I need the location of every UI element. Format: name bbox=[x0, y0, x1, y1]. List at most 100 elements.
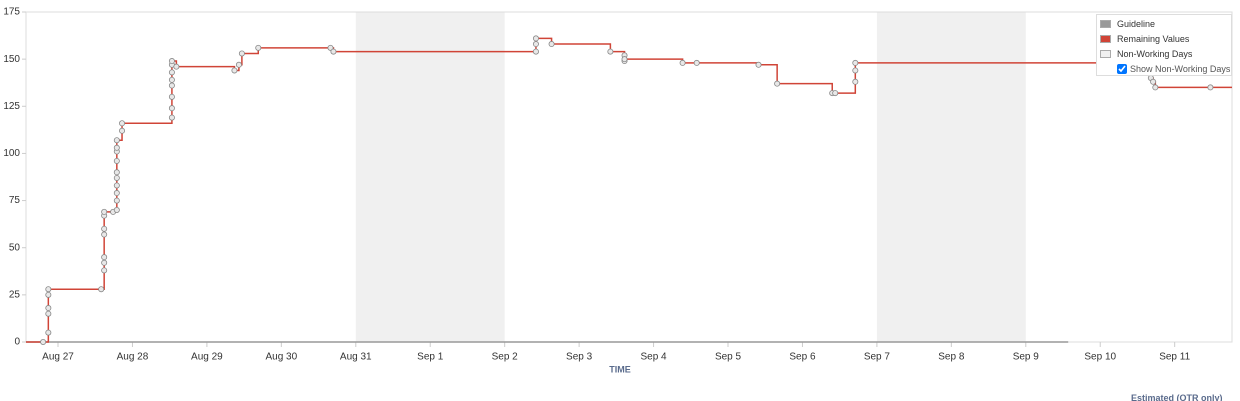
data-point bbox=[101, 208, 108, 215]
footnote: Estimated (OTR only) bbox=[1131, 393, 1223, 401]
y-tick-label: 75 bbox=[9, 195, 21, 206]
step-segment bbox=[758, 64, 778, 84]
toggle-label: Show Non-Working Days bbox=[1130, 64, 1231, 74]
data-point bbox=[330, 48, 337, 55]
x-tick-label: Sep 10 bbox=[1084, 352, 1116, 363]
legend-item: Guideline bbox=[1100, 18, 1155, 30]
data-point bbox=[45, 305, 52, 312]
data-point bbox=[621, 56, 628, 63]
data-point bbox=[852, 59, 859, 66]
data-point bbox=[548, 41, 555, 48]
data-point bbox=[113, 157, 120, 164]
plot-frame bbox=[25, 11, 1233, 343]
x-tick-label: Aug 30 bbox=[265, 352, 297, 363]
data-point bbox=[852, 67, 859, 74]
data-point bbox=[168, 93, 175, 100]
data-point bbox=[119, 120, 126, 127]
data-point bbox=[693, 59, 700, 66]
data-point bbox=[755, 61, 762, 68]
step-segment bbox=[551, 43, 612, 52]
y-tick-label: 125 bbox=[3, 101, 20, 112]
toggle[interactable]: Show Non-Working Days bbox=[1117, 64, 1230, 74]
data-point bbox=[852, 78, 859, 85]
data-point bbox=[101, 231, 108, 238]
checkbox[interactable] bbox=[1117, 64, 1127, 74]
data-point bbox=[679, 59, 686, 66]
data-point bbox=[532, 35, 539, 42]
data-point bbox=[40, 338, 47, 345]
data-point bbox=[1152, 84, 1159, 91]
data-point bbox=[113, 144, 120, 151]
step-segment bbox=[176, 65, 236, 71]
x-tick-label: Sep 7 bbox=[864, 352, 891, 363]
x-tick-label: Sep 5 bbox=[715, 352, 742, 363]
data-point bbox=[113, 174, 120, 181]
data-point bbox=[98, 286, 105, 293]
y-tick-label: 175 bbox=[3, 7, 20, 18]
x-tick-label: Aug 29 bbox=[191, 352, 223, 363]
data-point bbox=[101, 225, 108, 232]
data-point bbox=[532, 41, 539, 48]
y-tick-label: 150 bbox=[3, 54, 20, 65]
y-tick-label: 25 bbox=[9, 289, 21, 300]
data-point bbox=[45, 286, 52, 293]
x-tick-label: Sep 9 bbox=[1013, 352, 1040, 363]
data-point bbox=[113, 137, 120, 144]
legend: Guideline Remaining Values Non-Working D… bbox=[1096, 14, 1232, 76]
x-tick-label: Sep 6 bbox=[789, 352, 816, 363]
data-point bbox=[113, 190, 120, 197]
y-tick-label: 0 bbox=[14, 337, 20, 348]
data-point bbox=[113, 169, 120, 176]
data-point bbox=[101, 267, 108, 274]
non-working-days bbox=[355, 12, 1026, 342]
x-tick-label: Sep 11 bbox=[1159, 352, 1190, 363]
y-tick-label: 100 bbox=[3, 148, 20, 159]
data-point bbox=[101, 254, 108, 261]
legend-label: Remaining Values bbox=[1117, 34, 1190, 44]
data-point bbox=[168, 82, 175, 89]
data-point bbox=[168, 76, 175, 83]
data-point bbox=[168, 69, 175, 76]
data-point bbox=[238, 50, 245, 57]
step-segment bbox=[835, 81, 857, 94]
data-point bbox=[113, 182, 120, 189]
x-tick-label: Aug 27 bbox=[42, 352, 74, 363]
non-working-band bbox=[876, 12, 1026, 342]
x-tick-label: Sep 1 bbox=[417, 352, 444, 363]
step-segment bbox=[777, 82, 833, 94]
data-point bbox=[168, 58, 175, 65]
data-point bbox=[119, 127, 126, 134]
data-point bbox=[235, 61, 242, 68]
legend-label: Guideline bbox=[1117, 19, 1156, 29]
legend-label: Non-Working Days bbox=[1117, 49, 1193, 59]
data-point bbox=[168, 105, 175, 112]
data-point bbox=[173, 63, 180, 70]
legend-item: Remaining Values bbox=[1100, 33, 1189, 45]
data-point bbox=[231, 67, 238, 74]
data-point bbox=[532, 48, 539, 55]
y-tick-label: 50 bbox=[9, 242, 21, 253]
x-tick-label: Sep 3 bbox=[566, 352, 593, 363]
data-point bbox=[255, 44, 262, 51]
data-point bbox=[113, 206, 120, 213]
step-segment bbox=[122, 117, 173, 125]
non-working-band bbox=[355, 12, 505, 342]
data-point bbox=[1207, 84, 1214, 91]
data-point bbox=[168, 114, 175, 121]
data-point bbox=[45, 329, 52, 336]
x-tick-label: Aug 28 bbox=[117, 352, 149, 363]
data-point bbox=[45, 310, 52, 317]
x-tick-label: Sep 2 bbox=[492, 352, 519, 363]
x-tick-label: Sep 8 bbox=[938, 352, 965, 363]
data-point bbox=[774, 80, 781, 87]
x-tick-label: Sep 4 bbox=[640, 352, 667, 363]
legend-swatch bbox=[1100, 20, 1111, 28]
data-point bbox=[45, 291, 52, 298]
legend-swatch bbox=[1100, 35, 1111, 43]
x-axis-title: TIME bbox=[609, 364, 631, 374]
data-point bbox=[832, 90, 839, 97]
data-point bbox=[607, 48, 614, 55]
step-segment bbox=[624, 58, 684, 63]
x-tick-label: Aug 31 bbox=[340, 352, 372, 363]
